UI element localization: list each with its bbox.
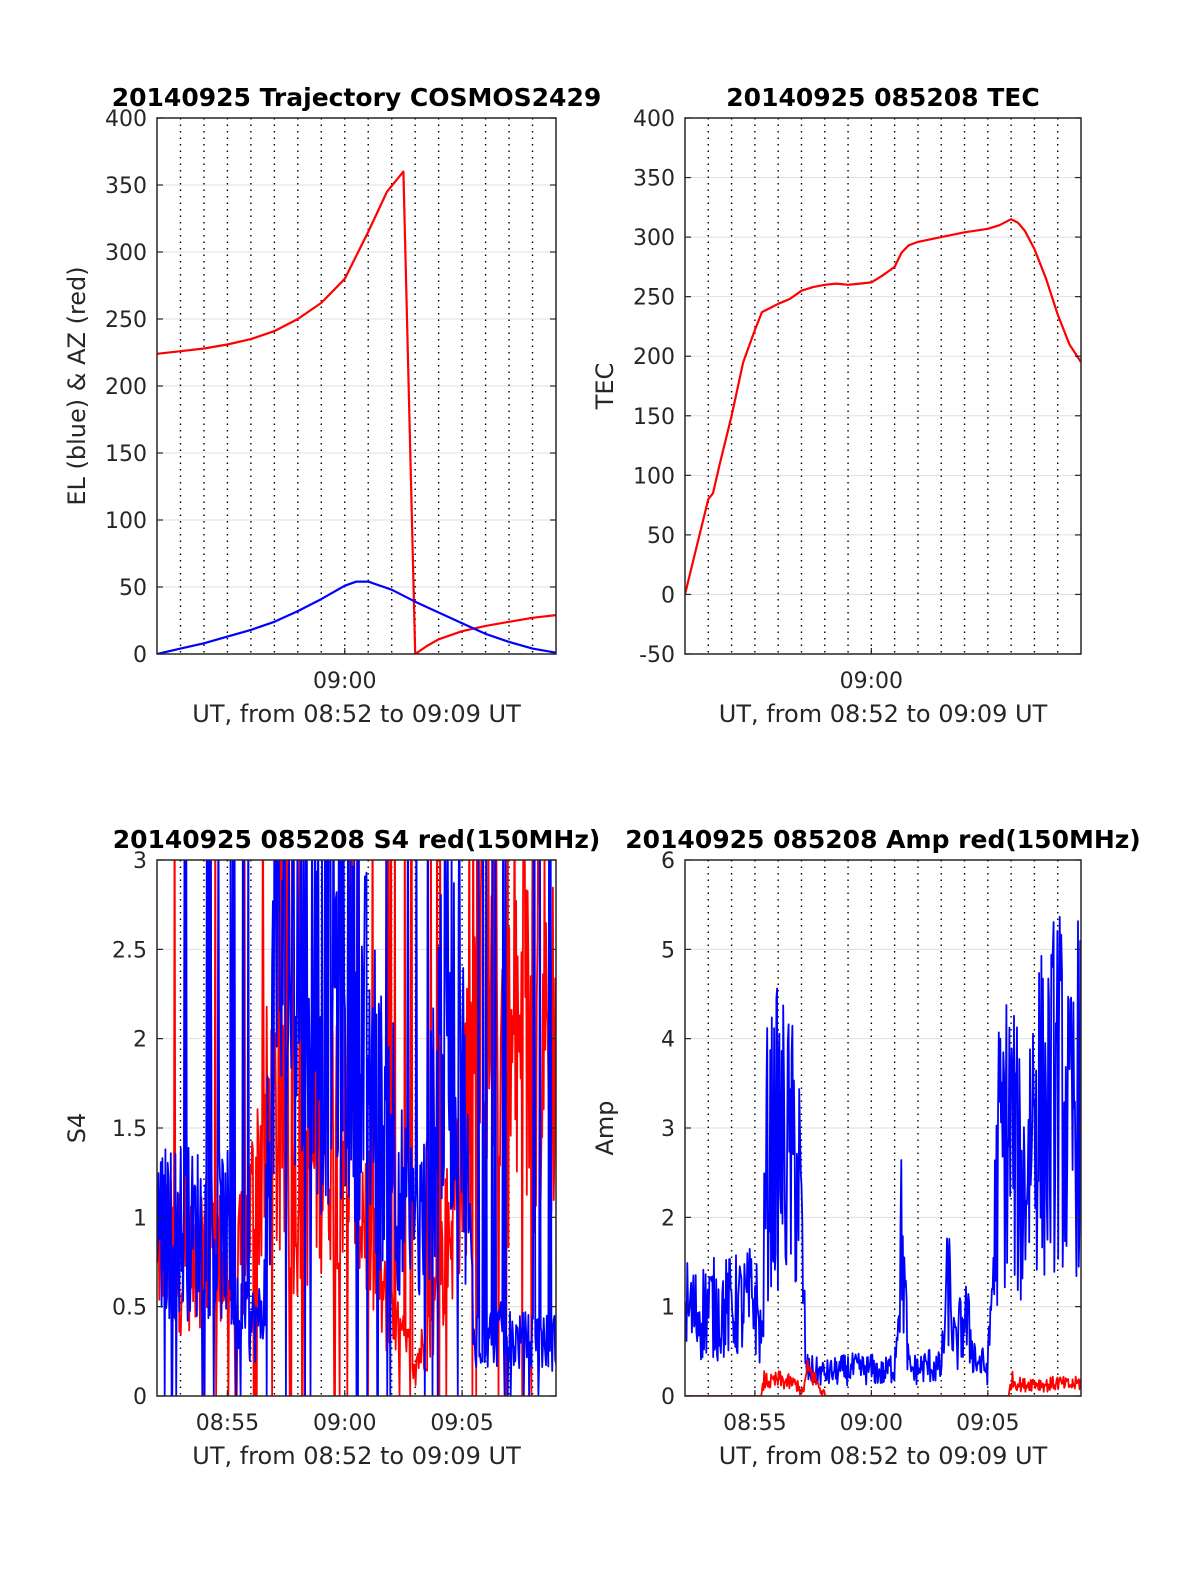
x-tick-label: 09:05	[430, 1411, 493, 1436]
y-axis-label: EL (blue) & AZ (red)	[63, 266, 91, 505]
axes-box	[684, 117, 1082, 655]
y-tick-label: 100	[105, 509, 147, 534]
chart-tec: -50 0 50 100 150 200 250 300 350 400 09:00 20140925…	[591, 83, 1082, 728]
series-line-1	[157, 170, 556, 654]
y-tick-label: 400	[633, 107, 675, 132]
x-tick-label: 08:55	[196, 1411, 259, 1436]
y-tick-label: 350	[633, 167, 675, 192]
y-tick-label: 2	[133, 1028, 147, 1053]
y-tick-label: 2	[661, 1206, 675, 1231]
y-tick-label: 300	[105, 241, 147, 266]
chart-title: 20140925 085208 TEC	[726, 83, 1039, 112]
series-line-2	[685, 1359, 1081, 1396]
y-tick-label: -50	[639, 643, 675, 668]
series-line-1	[685, 218, 1081, 595]
series-line-1	[685, 915, 1081, 1387]
y-tick-label: 5	[661, 938, 675, 963]
y-tick-label: 200	[633, 345, 675, 370]
x-tick-label: 08:55	[723, 1411, 786, 1436]
y-tick-label: 0	[133, 1385, 147, 1410]
x-axis-label: UT, from 08:52 to 09:09 UT	[719, 1442, 1048, 1470]
y-tick-label: 0	[661, 583, 675, 608]
chart-s4: 0 0.5 1 1.5 2 2.5 3 08:55 09:00 09:05 20140925 085…	[63, 825, 601, 1470]
x-axis-label: UT, from 08:52 to 09:09 UT	[192, 1442, 521, 1470]
y-tick-label: 400	[105, 107, 147, 132]
chart-amp: 0 1 2 3 4 5 6 08:55 09:00 09:05 20140925 085208 Am…	[591, 825, 1141, 1470]
y-tick-label: 1	[133, 1206, 147, 1231]
chart-title: 20140925 085208 S4 red(150MHz)	[113, 825, 601, 854]
y-tick-label: 250	[105, 308, 147, 333]
y-tick-label: 2.5	[112, 938, 147, 963]
y-tick-label: 1.5	[112, 1117, 147, 1142]
chart-title: 20140925 085208 Amp red(150MHz)	[625, 825, 1141, 854]
x-tick-label: 09:00	[840, 669, 903, 694]
y-axis-label: Amp	[591, 1100, 619, 1155]
y-tick-label: 0	[661, 1385, 675, 1410]
y-tick-label: 150	[105, 442, 147, 467]
y-tick-label: 150	[633, 405, 675, 430]
y-axis-label: S4	[63, 1113, 91, 1144]
y-tick-label: 100	[633, 464, 675, 489]
series-line-2	[157, 580, 556, 654]
series-line-2	[157, 860, 556, 1396]
y-tick-label: 3	[133, 849, 147, 874]
y-tick-label: 200	[105, 375, 147, 400]
y-tick-label: 50	[647, 524, 675, 549]
y-tick-label: 250	[633, 286, 675, 311]
y-tick-label: 300	[633, 226, 675, 251]
x-axis-label: UT, from 08:52 to 09:09 UT	[192, 700, 521, 728]
y-tick-label: 0.5	[112, 1296, 147, 1321]
y-tick-label: 6	[661, 849, 675, 874]
y-tick-label: 1	[661, 1296, 675, 1321]
y-axis-label: TEC	[591, 363, 619, 411]
y-tick-label: 0	[133, 643, 147, 668]
x-tick-label: 09:00	[313, 669, 376, 694]
y-tick-label: 3	[661, 1117, 675, 1142]
x-tick-label: 09:00	[313, 1411, 376, 1436]
x-tick-label: 09:00	[840, 1411, 903, 1436]
y-tick-label: 4	[661, 1028, 675, 1053]
chart-trajectory: 0 50 100 150 200 250 300 350 400 09:00 20140925 Tr…	[63, 83, 601, 728]
y-tick-label: 50	[119, 576, 147, 601]
chart-title: 20140925 Trajectory COSMOS2429	[112, 83, 602, 112]
x-tick-label: 09:05	[956, 1411, 1019, 1436]
y-tick-label: 350	[105, 174, 147, 199]
x-axis-label: UT, from 08:52 to 09:09 UT	[719, 700, 1048, 728]
